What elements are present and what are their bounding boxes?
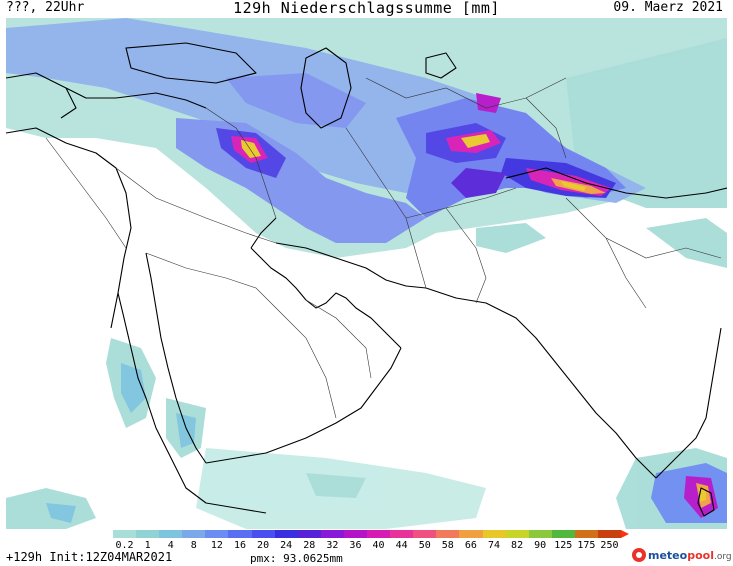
- logo-text-tld: .org: [713, 551, 732, 562]
- colorbar-segment: [205, 530, 229, 538]
- colorbar-labels: 0.2 1 4 8 12 16 20 24 28 32 36 40 44 50 58 66 74 82 90 125 1…: [113, 540, 638, 552]
- map-canvas: [6, 18, 727, 529]
- colorbar-tick-label: 24: [280, 540, 293, 551]
- colorbar-segment: [505, 530, 529, 538]
- colorbar-segment: [228, 530, 252, 538]
- colorbar-tick-label: 20: [257, 540, 270, 551]
- colorbar-segment: [413, 530, 437, 538]
- map-title: 129h Niederschlagssumme [mm]: [233, 0, 500, 17]
- meteopool-logo: meteopool.org: [632, 545, 732, 565]
- colorbar-tick-label: 1: [144, 540, 151, 551]
- colorbar-segment: [251, 530, 275, 538]
- colorbar-tick-label: 82: [511, 540, 524, 551]
- colorbar-segment: [574, 530, 598, 538]
- colorbar-segment: [274, 530, 298, 538]
- colorbar-tick-label: 250: [600, 540, 619, 551]
- colorbar-tick-label: 28: [303, 540, 316, 551]
- valid-time-label: ???, 22Uhr: [6, 0, 85, 15]
- logo-text-accent: pool: [687, 548, 714, 562]
- colorbar-tick-label: 44: [395, 540, 408, 551]
- forecast-init-label: +129h Init:12Z04MAR2021: [6, 550, 173, 564]
- colorbar-tick-label: 50: [418, 540, 431, 551]
- logo-icon: [632, 548, 646, 562]
- colorbar-segment: [367, 530, 391, 538]
- colorbar-segment: [343, 530, 368, 538]
- colorbar-segment: [320, 530, 344, 538]
- colorbar-segment: [482, 530, 506, 538]
- precipitation-map: [6, 18, 727, 529]
- borders: [45, 77, 722, 419]
- colorbar-tick-label: 8: [190, 540, 197, 551]
- colorbar-tick-label: 66: [464, 540, 477, 551]
- colorbar-tick-label: 16: [233, 540, 247, 551]
- colorbar-segment: [528, 530, 552, 538]
- colorbar-tick-label: 74: [487, 540, 501, 551]
- colorbar-segment: [297, 530, 321, 538]
- colorbar-tick-label: 32: [326, 540, 339, 551]
- colorbar-segment: [597, 530, 622, 538]
- colorbar-overflow-arrow: [621, 530, 629, 538]
- valid-date-label: 09. Maerz 2021: [613, 0, 723, 15]
- colorbar-tick-label: 40: [372, 540, 385, 551]
- colorbar-tick-label: 0.2: [115, 540, 134, 551]
- coastlines: [6, 42, 727, 517]
- colorbar-segment: [551, 530, 575, 538]
- colorbar-tick-label: 36: [349, 540, 362, 551]
- colorbar-tick-label: 90: [534, 540, 547, 551]
- colorbar-tick-label: 12: [210, 540, 223, 551]
- colorbar-segment: [459, 530, 483, 538]
- colorbar-segment: [113, 530, 137, 538]
- colorbar-tick-label: 4: [167, 540, 174, 551]
- colorbar-segment: [390, 530, 414, 538]
- precipitation-shading: [6, 18, 727, 529]
- colorbar-segment: [159, 530, 183, 538]
- colorbar-tick-label: 125: [554, 540, 573, 551]
- colorbar-tick-label: 58: [441, 540, 454, 551]
- colorbar-tick-label: 175: [577, 540, 596, 551]
- colorbar: [113, 530, 622, 538]
- logo-text: meteopool.org: [648, 549, 732, 562]
- logo-text-main: meteo: [648, 548, 688, 562]
- colorbar-segment: [136, 530, 160, 538]
- pmx-value-label: pmx: 93.0625mm: [250, 552, 343, 565]
- colorbar-segment: [436, 530, 460, 538]
- colorbar-segment: [182, 530, 206, 538]
